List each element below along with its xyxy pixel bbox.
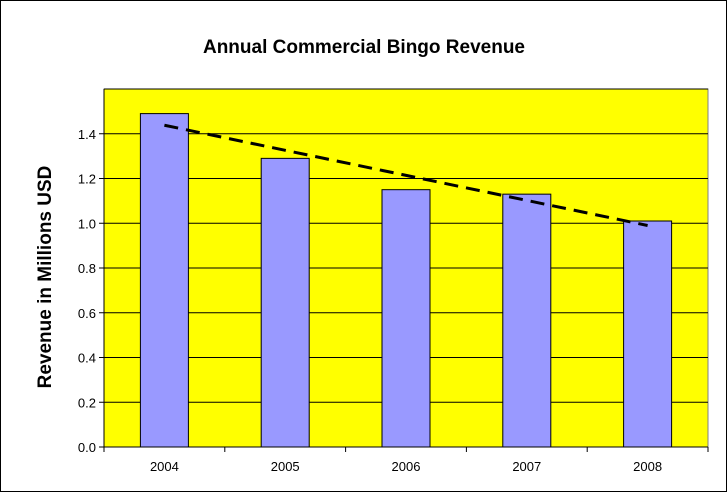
chart-title: Annual Commercial Bingo Revenue: [203, 37, 525, 58]
y-tick-label: 0.8: [78, 261, 96, 276]
y-tick-label: 0.4: [78, 351, 96, 366]
y-tick-label: 1.4: [78, 127, 96, 142]
bar: [502, 193, 552, 448]
y-tick-label: 0.6: [78, 306, 96, 321]
y-tick-label: 1.0: [78, 216, 96, 231]
x-tick-label: 2008: [633, 459, 662, 474]
x-tick-label: 2007: [512, 459, 541, 474]
bar: [381, 189, 431, 448]
trendline: [164, 123, 648, 227]
x-tick-label: 2004: [150, 459, 179, 474]
y-axis-label: Revenue in Millions USD: [35, 166, 56, 389]
x-tick-label: 2006: [392, 459, 421, 474]
x-tick-label: 2005: [271, 459, 300, 474]
bar: [139, 113, 189, 448]
plot-area: 0.0 0.2 0.4 0.6 0.8 1.0 1.2 1.4 2004 2005 2006 2007…: [78, 88, 709, 474]
y-tick-label: 0.2: [78, 395, 96, 410]
bar: [623, 220, 673, 448]
y-tick-label: 0.0: [78, 440, 96, 455]
bar: [260, 157, 310, 448]
y-tick-label: 1.2: [78, 172, 96, 187]
